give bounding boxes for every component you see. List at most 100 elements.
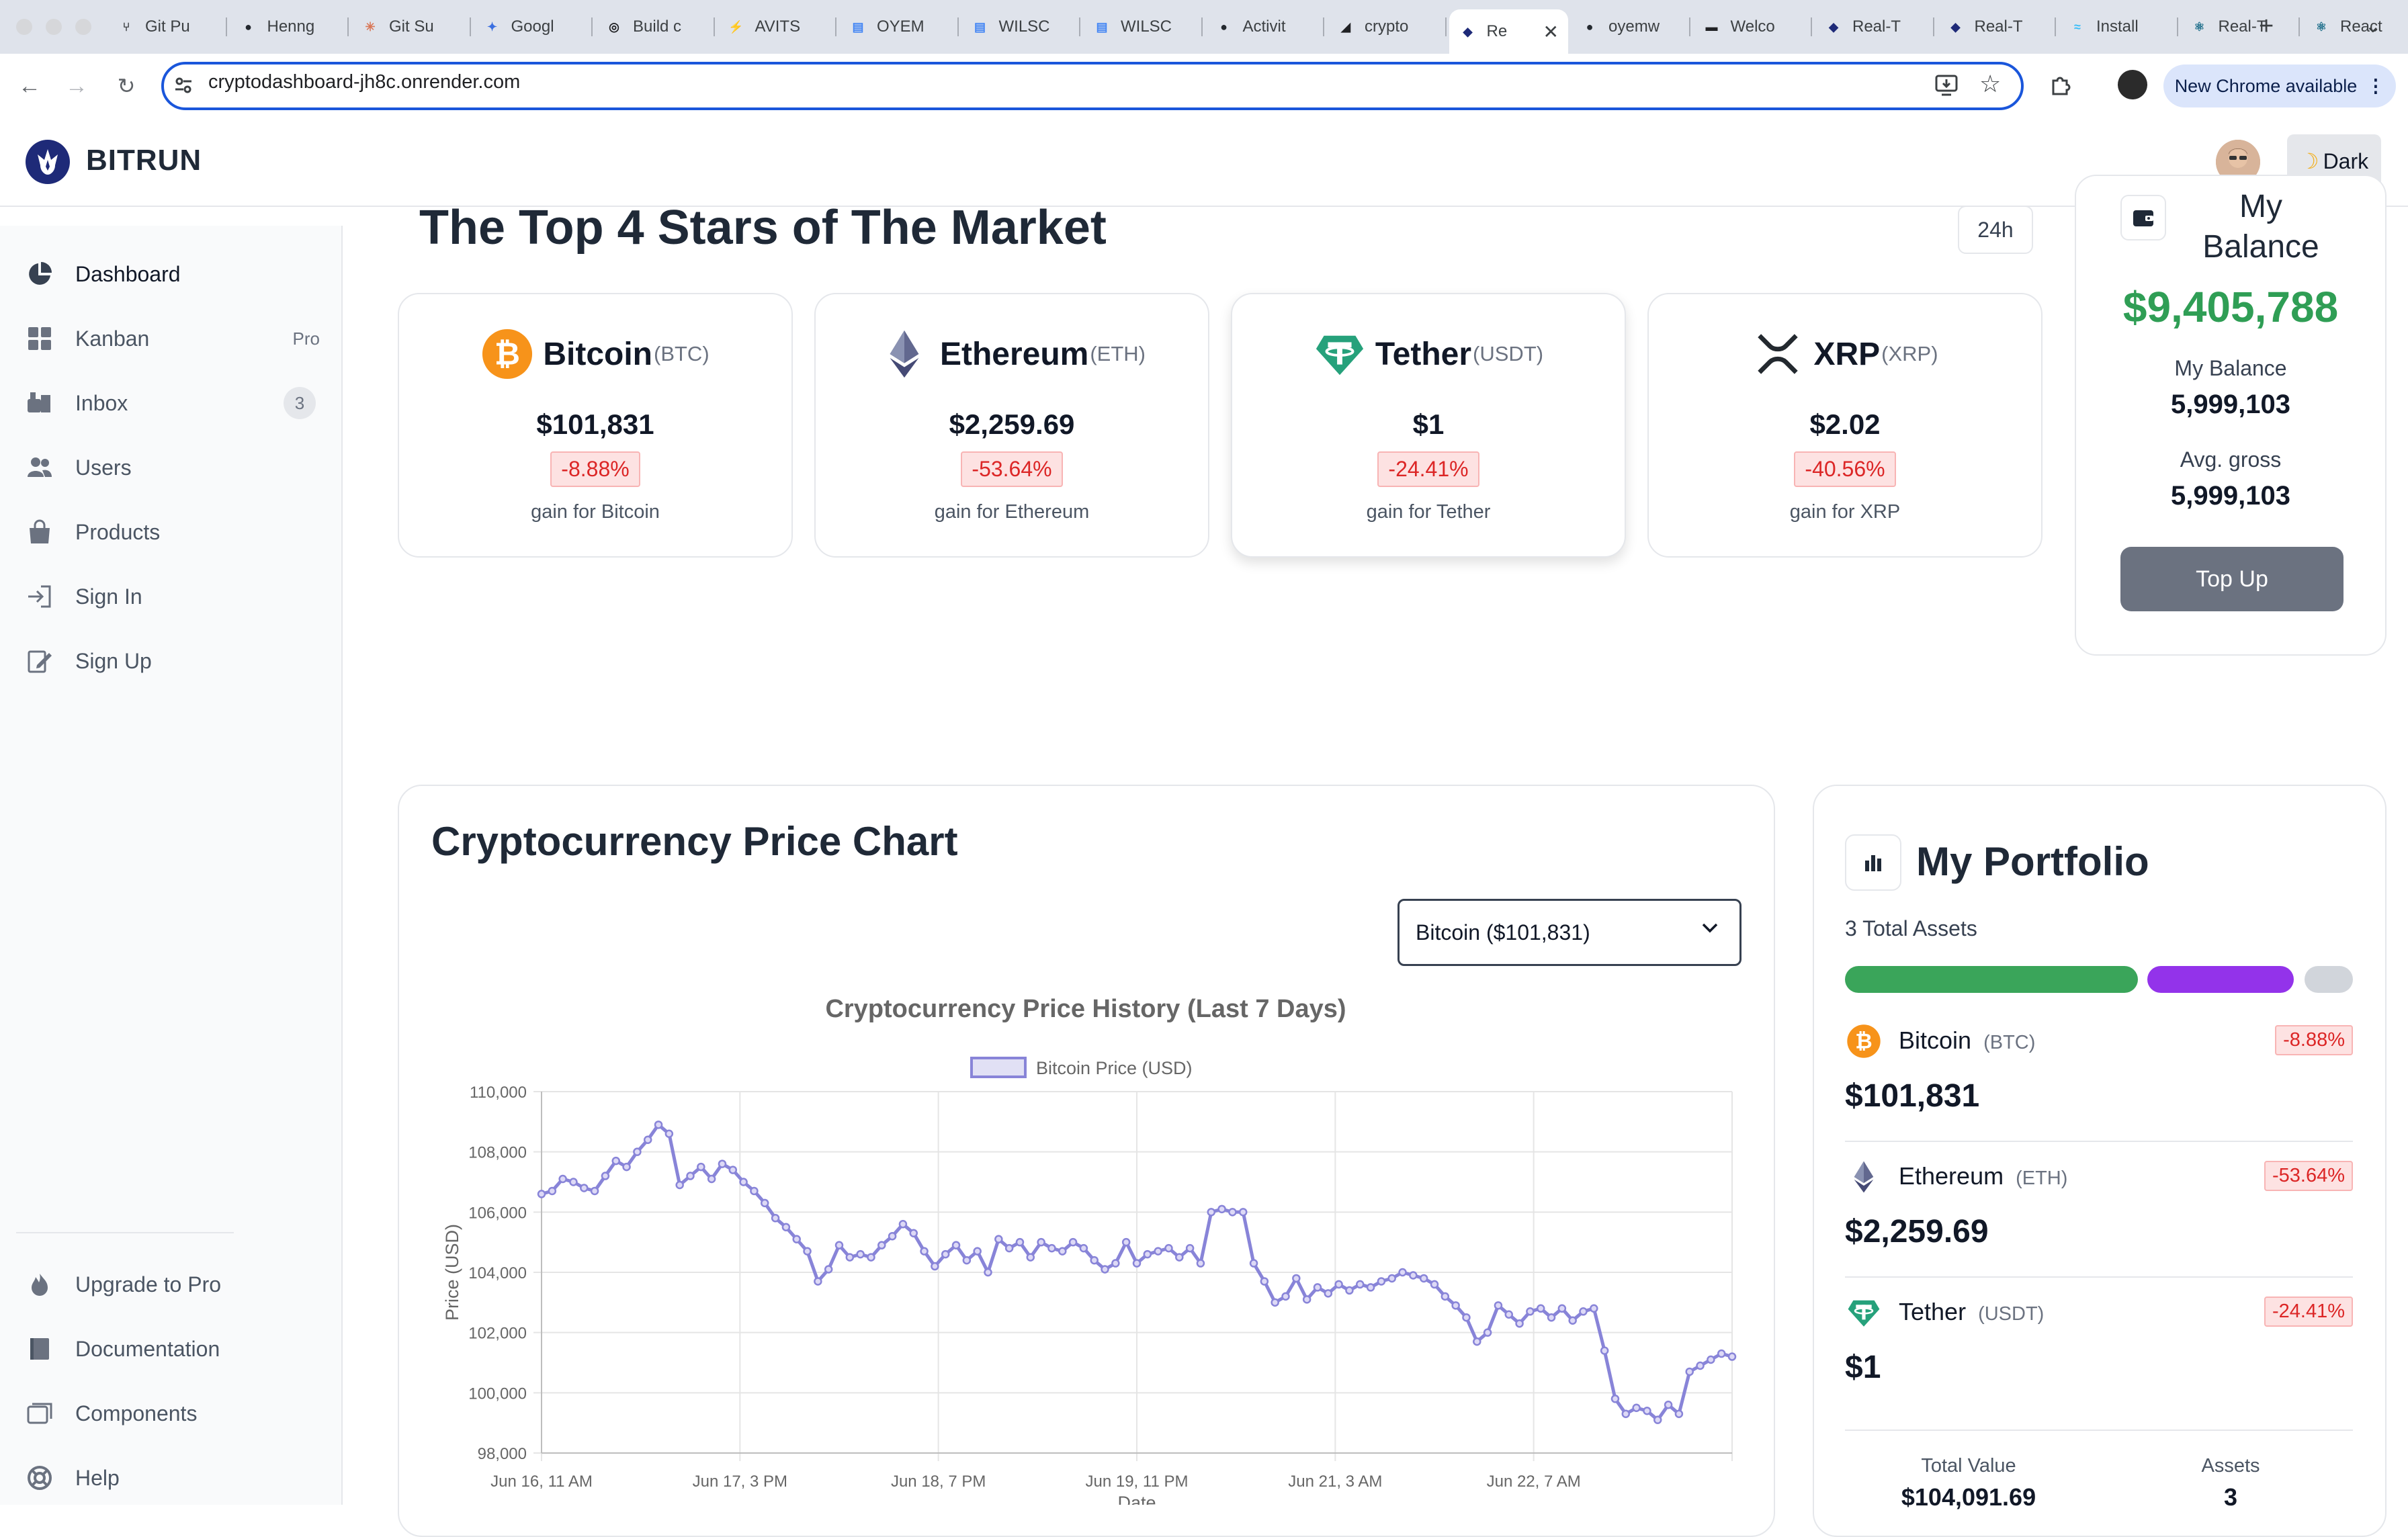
price-point[interactable] [1451,1301,1460,1310]
sidebar-footer-help[interactable]: Help [24,1459,320,1497]
browser-tab[interactable]: ◎ Build c [595,9,715,44]
price-point[interactable] [781,1223,791,1231]
price-point[interactable] [1260,1277,1269,1286]
price-point[interactable] [1409,1271,1418,1280]
price-point[interactable] [1696,1361,1705,1370]
price-point[interactable] [1547,1313,1556,1322]
price-point[interactable] [771,1214,780,1223]
price-point[interactable] [1281,1292,1290,1301]
browser-tab[interactable]: ● oyemw [1571,9,1690,44]
price-point[interactable] [1366,1283,1375,1292]
price-point[interactable] [728,1166,738,1174]
more-menu-icon[interactable]: ⋮ [2366,75,2385,96]
price-point[interactable] [941,1249,950,1259]
sidebar-item-inbox[interactable]: Inbox 3 [24,384,320,422]
window-close-icon[interactable] [16,19,32,35]
price-point[interactable] [1717,1349,1726,1358]
price-point[interactable] [1228,1208,1237,1217]
price-point[interactable] [1217,1204,1226,1214]
price-point[interactable] [1292,1274,1301,1283]
price-point[interactable] [1653,1415,1662,1424]
price-point[interactable] [1271,1298,1279,1307]
new-tab-icon[interactable]: + [2259,12,2274,40]
price-point[interactable] [856,1249,865,1259]
extensions-icon[interactable] [2049,73,2073,100]
price-point[interactable] [1101,1265,1109,1274]
price-point[interactable] [1026,1253,1035,1262]
portfolio-asset-tether[interactable]: Tether (USDT) -24.41% $1 [1845,1297,2353,1399]
price-point[interactable] [1143,1249,1152,1259]
price-point[interactable] [1004,1243,1014,1253]
price-point[interactable] [761,1198,769,1208]
browser-tab[interactable]: ⚡ AVITS [718,9,836,44]
price-point[interactable] [1440,1292,1450,1301]
install-app-icon[interactable] [1935,74,1959,100]
sidebar-item-sign-in[interactable]: Sign In [24,578,320,615]
price-point[interactable] [867,1253,875,1262]
price-point[interactable] [664,1129,674,1139]
back-icon[interactable]: ← [18,73,41,99]
price-point[interactable] [1610,1395,1620,1403]
price-point[interactable] [697,1162,705,1172]
price-point[interactable] [1238,1208,1248,1217]
price-point[interactable] [1579,1307,1588,1316]
price-point[interactable] [1536,1304,1545,1313]
price-point[interactable] [675,1180,684,1190]
price-point[interactable] [1185,1243,1195,1253]
price-point[interactable] [1047,1243,1056,1253]
price-point[interactable] [1462,1313,1471,1322]
portfolio-asset-ethereum[interactable]: Ethereum (ETH) -53.64% $2,259.69 [1845,1161,2353,1263]
bookmark-star-icon[interactable]: ☆ [1979,70,2002,97]
price-point[interactable] [1377,1277,1386,1286]
price-history-chart[interactable]: Cryptocurrency Price History (Last 7 Day… [423,987,1754,1505]
price-point[interactable] [548,1186,557,1196]
price-point[interactable] [1727,1352,1737,1361]
price-point[interactable] [888,1231,897,1241]
price-point[interactable] [984,1268,992,1277]
new-chrome-available-button[interactable]: New Chrome available ⋮ [2163,64,2396,107]
price-point[interactable] [824,1265,833,1274]
price-point[interactable] [1058,1247,1067,1256]
price-point[interactable] [792,1235,801,1243]
price-point[interactable] [1037,1237,1045,1247]
price-point[interactable] [909,1229,918,1237]
coin-card-bitcoin[interactable]: ₿ Bitcoin (BTC) $101,831 -8.88% gain for Bitc… [398,293,793,558]
sidebar-item-kanban[interactable]: Kanban Pro [24,320,320,357]
price-point[interactable] [1313,1283,1322,1292]
browser-tab[interactable]: ● Henng [230,9,349,44]
price-point[interactable] [920,1247,929,1256]
price-point[interactable] [718,1159,727,1168]
price-point[interactable] [931,1262,939,1271]
price-point[interactable] [1164,1243,1173,1253]
price-point[interactable] [1494,1301,1503,1310]
close-tab-icon[interactable]: ✕ [1543,21,1559,42]
site-settings-icon[interactable] [173,75,194,99]
browser-tab[interactable]: ▤ WILSC [1083,9,1203,44]
price-point[interactable] [1504,1310,1513,1319]
price-point[interactable] [537,1190,546,1198]
price-point[interactable] [1079,1243,1088,1253]
price-point[interactable] [1111,1259,1120,1268]
price-point[interactable] [686,1172,695,1180]
price-point[interactable] [611,1156,620,1166]
price-point[interactable] [1515,1319,1524,1328]
price-point[interactable] [1175,1253,1184,1262]
price-point[interactable] [1249,1259,1258,1268]
browser-tab[interactable]: ✳ Git Su [351,9,471,44]
sidebar-item-sign-up[interactable]: Sign Up [24,642,320,680]
price-point[interactable] [1600,1346,1609,1355]
price-point[interactable] [569,1178,578,1186]
price-point[interactable] [1398,1268,1407,1277]
sidebar-item-products[interactable]: Products [24,513,320,551]
price-point[interactable] [601,1172,610,1180]
price-point[interactable] [1387,1274,1396,1283]
price-point[interactable] [1121,1237,1131,1247]
price-point[interactable] [951,1241,961,1249]
window-maximize-icon[interactable] [75,19,91,35]
browser-tab[interactable]: ▤ OYEM [839,9,959,44]
price-point[interactable] [803,1247,812,1256]
price-point[interactable] [739,1178,748,1186]
price-point[interactable] [1132,1259,1142,1268]
top-up-button[interactable]: Top Up [2120,547,2344,611]
price-point[interactable] [750,1186,759,1196]
